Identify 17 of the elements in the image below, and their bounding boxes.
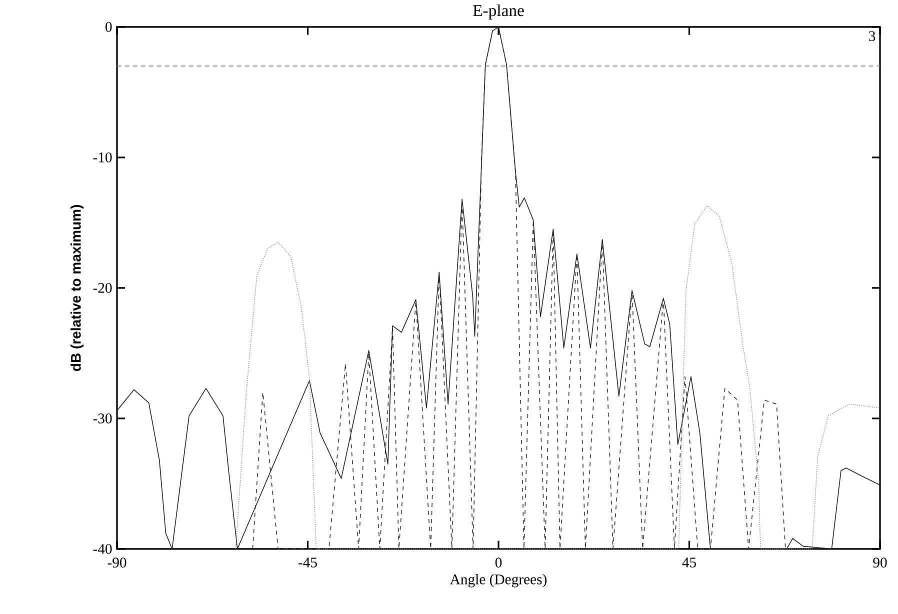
x-tick-label: 90 [873,558,887,568]
x-tick-label: 0 [495,558,502,568]
x-tick-label: 45 [682,558,696,568]
line-series [116,26,880,550]
y-tick-label: -40 [93,544,112,554]
y-tick-label: -10 [93,152,112,162]
x-tick-label: -45 [298,558,317,568]
annotation: 3 [869,31,876,42]
x-tick-label: -90 [108,558,126,568]
y-tick-label: 0 [106,22,112,32]
y-tick-label: -20 [93,283,112,293]
chart-title: E-plane [473,4,524,20]
y-axis-title: dB (relative to maximum) [70,205,84,372]
line-series [252,26,786,550]
line-series [235,205,880,550]
y-tick-label: -30 [93,414,112,424]
x-axis-title: Angle (Degrees) [450,574,547,588]
